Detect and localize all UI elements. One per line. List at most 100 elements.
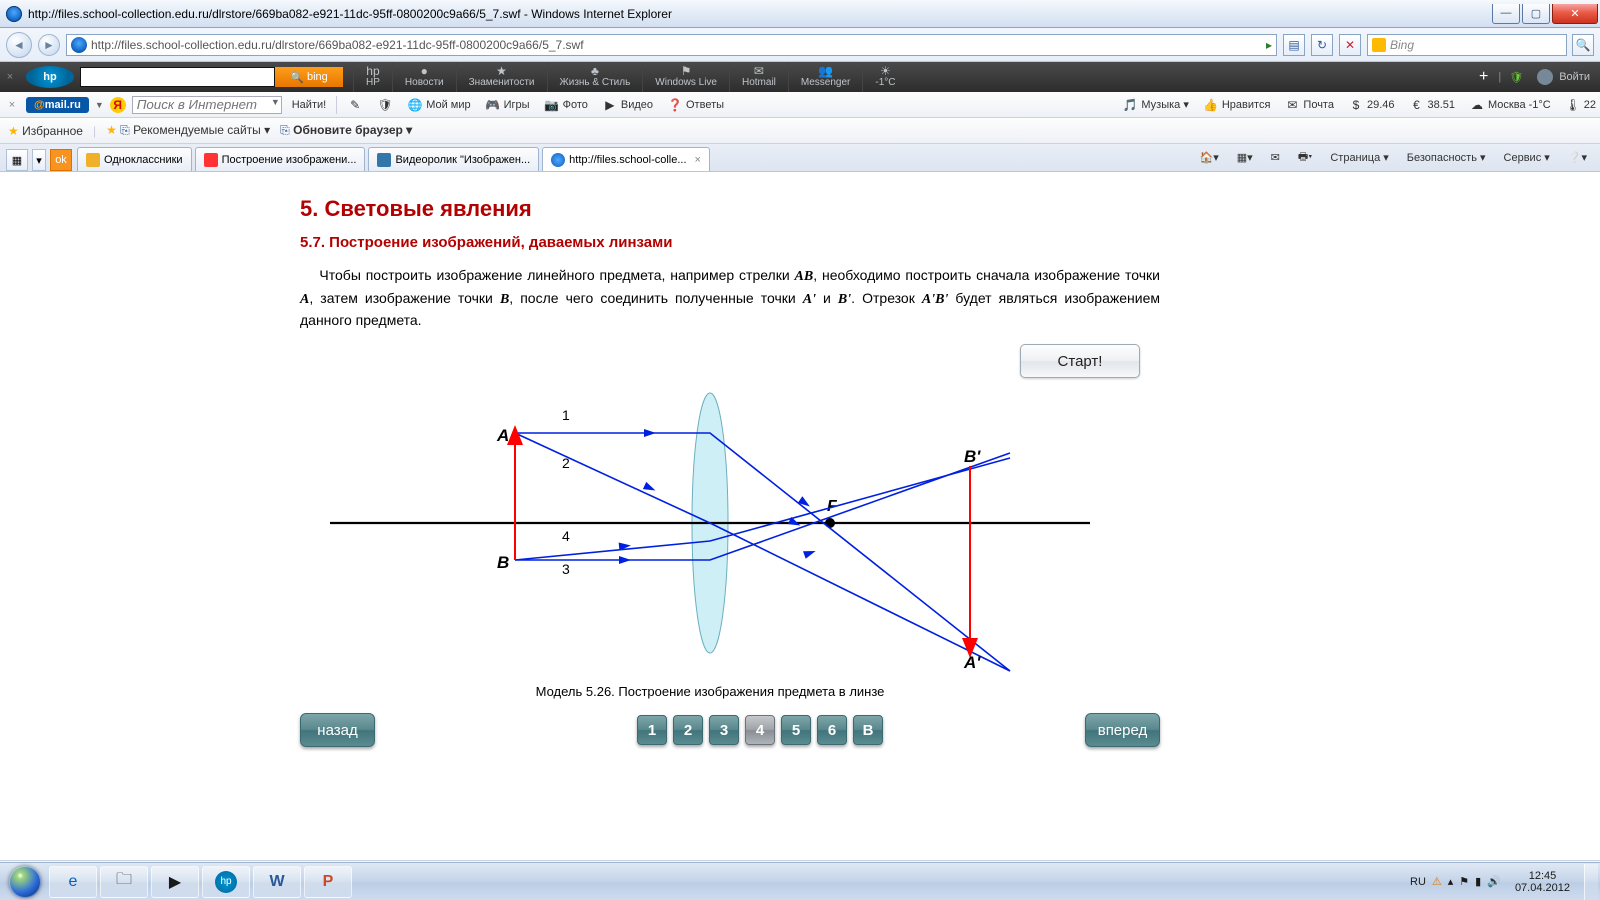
update-browser-button[interactable]: ⎘ Обновите браузер ▾: [280, 123, 412, 138]
mailru-item[interactable]: ☁Москва -1°C: [1465, 97, 1555, 113]
hp-toolbar-close[interactable]: ×: [0, 71, 20, 83]
mailru-find-button[interactable]: Найти!: [288, 99, 330, 111]
page-viewport: 5. Световые явления 5.7. Построение изоб…: [0, 172, 1600, 870]
prev-button[interactable]: назад: [300, 713, 375, 747]
page-number-3[interactable]: 3: [709, 715, 739, 745]
mailru-item[interactable]: $29.46: [1344, 97, 1399, 113]
site-icon: [71, 37, 87, 53]
show-desktop-button[interactable]: [1584, 864, 1598, 900]
back-button[interactable]: ◄: [6, 32, 32, 58]
hp-item-знаменитости[interactable]: ★Знаменитости: [456, 62, 547, 92]
help-button[interactable]: ❔▾: [1561, 146, 1594, 168]
hp-bing-button[interactable]: 🔍bing: [275, 67, 343, 87]
start-button-orb[interactable]: [4, 865, 46, 899]
tab-close[interactable]: ×: [695, 154, 701, 166]
hp-item-messenger[interactable]: 👥Messenger: [788, 62, 862, 92]
feeds-button[interactable]: ▦▾: [1230, 146, 1260, 168]
safety-menu[interactable]: Безопасность ▾: [1400, 146, 1493, 168]
tab-favicon: [551, 153, 565, 167]
mailru-item[interactable]: €38.51: [1404, 97, 1459, 113]
hp-login-link[interactable]: Войти: [1559, 71, 1600, 83]
service-menu[interactable]: Сервис ▾: [1497, 146, 1557, 168]
quick-tabs-button[interactable]: ▦: [6, 149, 28, 171]
svg-text:4: 4: [562, 528, 570, 544]
svg-text:B: B: [497, 553, 509, 572]
tray-volume-icon[interactable]: 🔊: [1487, 875, 1501, 888]
hp-item-hotmail[interactable]: ✉Hotmail: [729, 62, 788, 92]
mailru-item[interactable]: 📷Фото: [540, 97, 592, 113]
mailru-item[interactable]: 🎮Игры: [481, 97, 534, 113]
forward-button[interactable]: ►: [38, 34, 60, 56]
favorites-button[interactable]: ★ Избранное: [8, 124, 83, 138]
taskbar-app[interactable]: ▶: [151, 866, 199, 898]
page-menu[interactable]: Страница ▾: [1323, 146, 1395, 168]
hp-item--1-c[interactable]: ☀-1°C: [862, 62, 907, 92]
page-number-4[interactable]: 4: [745, 715, 775, 745]
odnoklassniki-icon[interactable]: ok: [50, 149, 72, 171]
mailru-close[interactable]: ×: [4, 99, 20, 111]
tab-label: Одноклассники: [104, 154, 183, 166]
page-number-6[interactable]: 6: [817, 715, 847, 745]
intro-paragraph: Чтобы построить изображение линейного пр…: [300, 265, 1160, 332]
taskbar-app[interactable]: P: [304, 866, 352, 898]
close-button[interactable]: ✕: [1552, 4, 1598, 24]
tray-lang[interactable]: RU: [1410, 876, 1426, 888]
search-field[interactable]: Bing: [1367, 34, 1567, 56]
minimize-button[interactable]: —: [1492, 4, 1520, 24]
svg-text:A: A: [496, 426, 509, 445]
mailru-item[interactable]: 🛡: [373, 97, 397, 113]
mailru-item[interactable]: ✎: [343, 97, 367, 113]
mailru-item[interactable]: ❓Ответы: [663, 97, 728, 113]
start-button[interactable]: Старт!: [1020, 344, 1140, 378]
hp-item-новости[interactable]: ●Новости: [392, 62, 456, 92]
page-number-1[interactable]: 1: [637, 715, 667, 745]
taskbar-ie[interactable]: e: [49, 866, 97, 898]
refresh-button[interactable]: ↻: [1311, 34, 1333, 56]
tray-chevron-icon[interactable]: ▴: [1448, 875, 1454, 888]
tab-list-button[interactable]: ▾: [32, 149, 46, 171]
page-number-5[interactable]: 5: [781, 715, 811, 745]
mailru-item[interactable]: 🎵Музыка ▾: [1118, 97, 1193, 113]
read-mail-button[interactable]: ✉: [1264, 146, 1287, 168]
hp-avatar-icon[interactable]: [1537, 69, 1553, 85]
taskbar-app[interactable]: 🗀: [100, 866, 148, 898]
recommended-sites-button[interactable]: ★ ⎘ Рекомендуемые сайты ▾: [106, 123, 270, 138]
maximize-button[interactable]: ▢: [1522, 4, 1550, 24]
page-number-2[interactable]: 2: [673, 715, 703, 745]
tray-action-center-icon[interactable]: ⚠: [1432, 875, 1442, 888]
hp-item-hp[interactable]: hpHP: [353, 62, 392, 92]
tray-clock[interactable]: 12:4507.04.2012: [1507, 870, 1578, 894]
search-go-button[interactable]: 🔍: [1572, 34, 1594, 56]
hp-item-жизнь-стиль[interactable]: ♣Жизнь & Стиль: [547, 62, 643, 92]
print-button[interactable]: 🖶▾: [1291, 146, 1319, 168]
compat-view-button[interactable]: ▤: [1283, 34, 1305, 56]
mailru-item[interactable]: ✉Почта: [1280, 97, 1338, 113]
tab[interactable]: Одноклассники: [77, 147, 192, 171]
hp-item-windows-live[interactable]: ⚑Windows Live: [642, 62, 729, 92]
hp-add-button[interactable]: +: [1469, 68, 1498, 86]
taskbar-app[interactable]: hp: [202, 866, 250, 898]
mailru-item[interactable]: 👍Нравится: [1199, 97, 1275, 113]
mailru-item[interactable]: 🌡22: [1561, 97, 1600, 113]
home-button[interactable]: 🏠▾: [1193, 146, 1226, 168]
mailru-logo-icon[interactable]: @mail.ru: [26, 97, 89, 113]
hp-shield-icon[interactable]: 🛡: [1501, 71, 1531, 84]
taskbar-app[interactable]: W: [253, 866, 301, 898]
mailru-search-input[interactable]: [132, 96, 282, 114]
tray-flag-icon[interactable]: ⚑: [1459, 875, 1469, 888]
tab[interactable]: Построение изображени...: [195, 147, 366, 171]
go-icon[interactable]: ▸: [1266, 38, 1272, 52]
tab[interactable]: http://files.school-colle...×: [542, 147, 710, 171]
tray-network-icon[interactable]: ▮: [1475, 875, 1481, 888]
hp-search-input[interactable]: [80, 67, 275, 87]
page-number-В[interactable]: В: [853, 715, 883, 745]
tab[interactable]: Видеоролик "Изображен...: [368, 147, 539, 171]
favorites-bar: ★ Избранное | ★ ⎘ Рекомендуемые сайты ▾ …: [0, 118, 1600, 144]
mailru-item[interactable]: ▶Видео: [598, 97, 657, 113]
next-button[interactable]: вперед: [1085, 713, 1160, 747]
mailru-item[interactable]: 🌐Мой мир: [403, 97, 474, 113]
stop-button[interactable]: ✕: [1339, 34, 1361, 56]
bing-icon: [1372, 38, 1386, 52]
hp-logo-icon[interactable]: hp: [26, 66, 74, 88]
address-field[interactable]: http://files.school-collection.edu.ru/dl…: [66, 34, 1277, 56]
